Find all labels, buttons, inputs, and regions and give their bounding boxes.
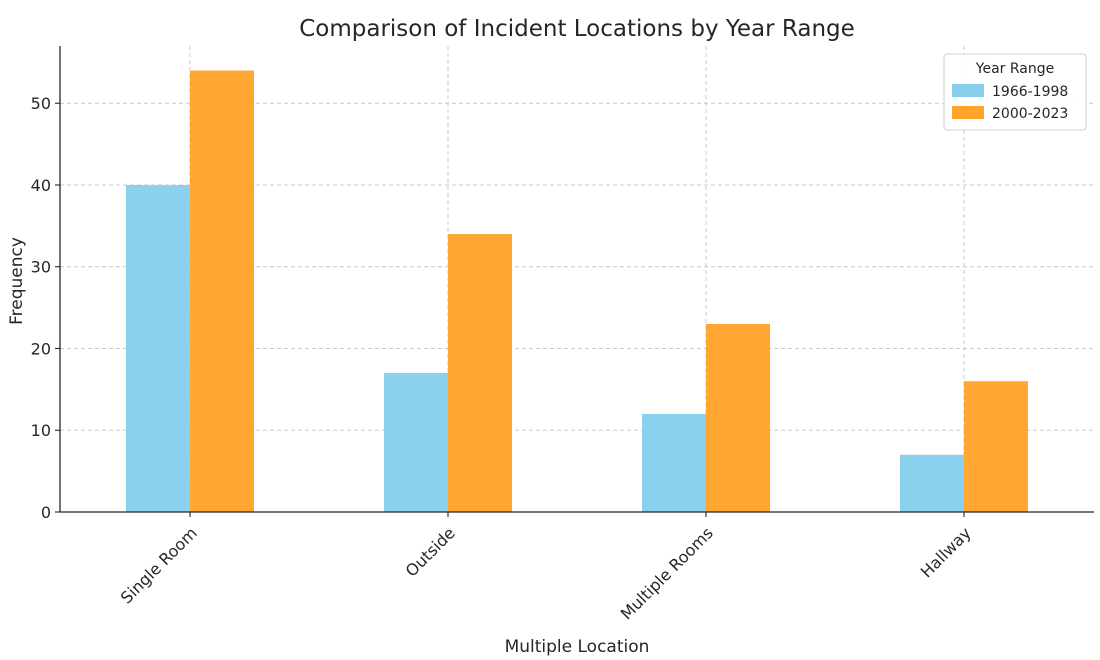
bar [964,381,1028,512]
axes [59,46,1094,513]
bar [900,454,964,512]
y-tick-label: 30 [31,258,51,277]
legend-entry: 1966-1998 [992,84,1068,100]
legend-swatch [952,106,984,119]
legend: Year Range 1966-1998 2000-2023 [943,53,1087,131]
y-tick-label: 50 [31,94,51,113]
legend-title: Year Range [975,61,1054,77]
y-axis-label: Frequency [7,237,27,325]
y-tick-label: 40 [31,176,51,195]
bar [126,184,190,512]
bar [448,234,512,512]
x-tick-label: Hallway [917,523,975,581]
y-tick-label: 20 [31,339,51,358]
bar [706,323,770,512]
x-tick-label: Single Room [117,523,201,607]
y-axis-ticks: 0 10 20 30 40 50 [31,94,60,522]
x-axis-ticks: Single Room Outside Multiple Rooms Hallway [117,512,975,623]
x-tick-label: Multiple Rooms [617,523,717,623]
bar [190,70,254,513]
x-axis-label: Multiple Location [505,637,650,657]
bars [126,70,1028,513]
legend-swatch [952,84,984,97]
bar [642,413,706,512]
bar [384,373,448,512]
x-tick-label: Outside [402,523,459,580]
legend-entry: 2000-2023 [992,106,1068,122]
y-tick-label: 0 [41,503,51,522]
legend-items: 1966-1998 2000-2023 [952,84,1068,122]
chart-title: Comparison of Incident Locations by Year… [299,16,855,42]
y-tick-label: 10 [31,421,51,440]
